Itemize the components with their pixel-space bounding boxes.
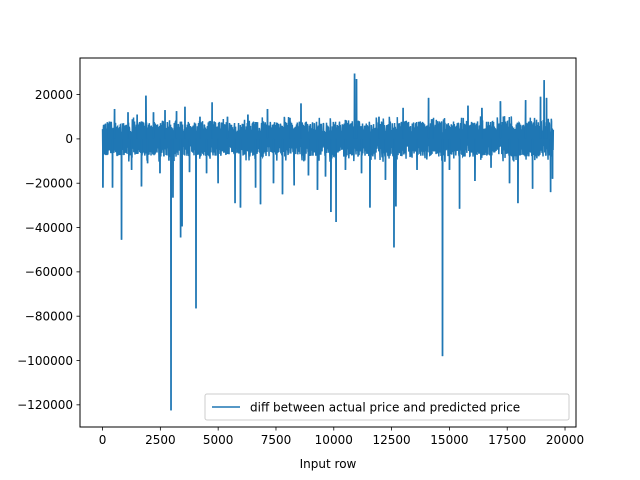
series-layer: [101, 73, 555, 411]
plot-frame: [79, 57, 577, 428]
x-tick-label: 7500: [261, 433, 292, 447]
y-tick-label: −100000: [17, 354, 73, 368]
y-tick-label: −80000: [25, 309, 73, 323]
x-tick-label: 17500: [488, 433, 526, 447]
y-axis: 20000 0 −20000 −40000 −60000 −80000 −100000 −12…: [17, 88, 80, 412]
y-tick-label: −60000: [25, 265, 73, 279]
x-tick-label: 2500: [145, 433, 176, 447]
legend-box: [204, 393, 570, 421]
y-tick-label: −20000: [25, 177, 73, 191]
series-line-diff: [101, 73, 555, 411]
legend-label: diff between actual price and predicted …: [250, 401, 520, 415]
x-axis-label: Input row: [300, 457, 357, 471]
legend: diff between actual price and predicted …: [204, 393, 570, 421]
x-tick-label: 15000: [430, 433, 468, 447]
x-axis: 0 2500 5000 7500 10000 12500 15000 17500 20000: [99, 427, 584, 447]
y-tick-label: −120000: [17, 398, 73, 412]
y-tick-label: 0: [65, 132, 73, 146]
x-tick-label: 20000: [546, 433, 584, 447]
x-tick-label: 5000: [203, 433, 234, 447]
x-tick-label: 0: [99, 433, 107, 447]
y-tick-label: 20000: [35, 88, 73, 102]
x-tick-label: 10000: [315, 433, 353, 447]
y-tick-label: −40000: [25, 221, 73, 235]
x-tick-label: 12500: [372, 433, 410, 447]
